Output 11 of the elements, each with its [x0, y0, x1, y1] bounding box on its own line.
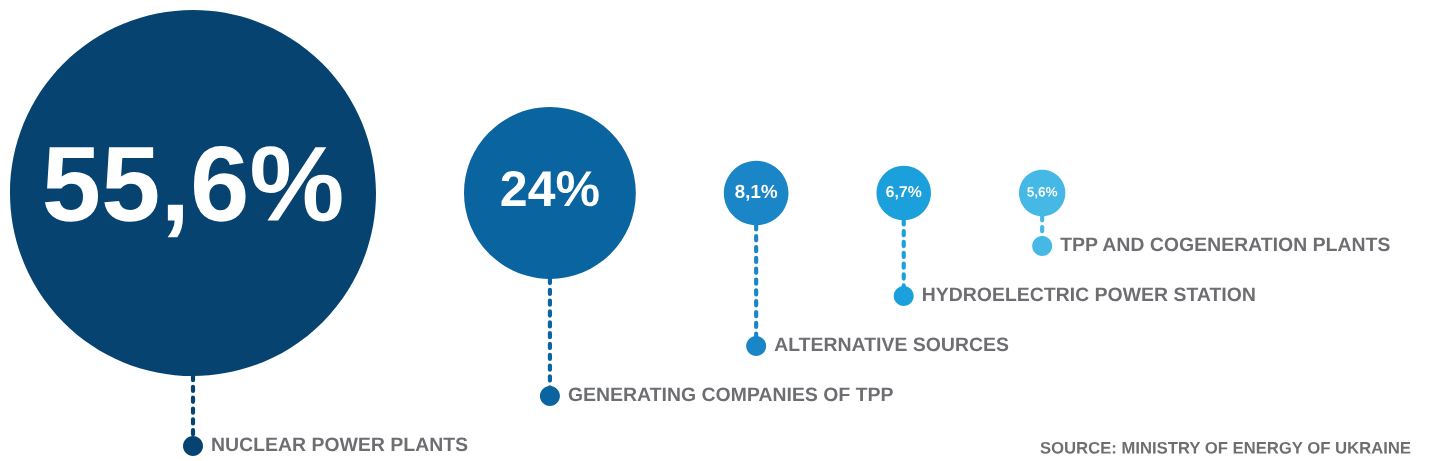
category-label: HYDROELECTRIC POWER STATION: [923, 287, 1255, 302]
source-note: SOURCE: MINISTRY OF ENERGY OF UKRAINE: [1040, 441, 1411, 454]
data-label: 6,7%: [886, 186, 922, 200]
category-label: GENERATING COMPANIES OF TPP: [568, 387, 893, 402]
data-label: 5,6%: [1027, 187, 1058, 199]
data-label: 8,1%: [735, 184, 778, 201]
data-label: 55,6%: [44, 146, 342, 238]
category-label: NUCLEAR POWER PLANTS: [212, 437, 468, 452]
category-label: ALTERNATIVE SOURCES: [774, 337, 1009, 352]
data-label: 24%: [501, 170, 599, 207]
category-label: TPP AND COGENERATION PLANTS: [1060, 237, 1390, 252]
